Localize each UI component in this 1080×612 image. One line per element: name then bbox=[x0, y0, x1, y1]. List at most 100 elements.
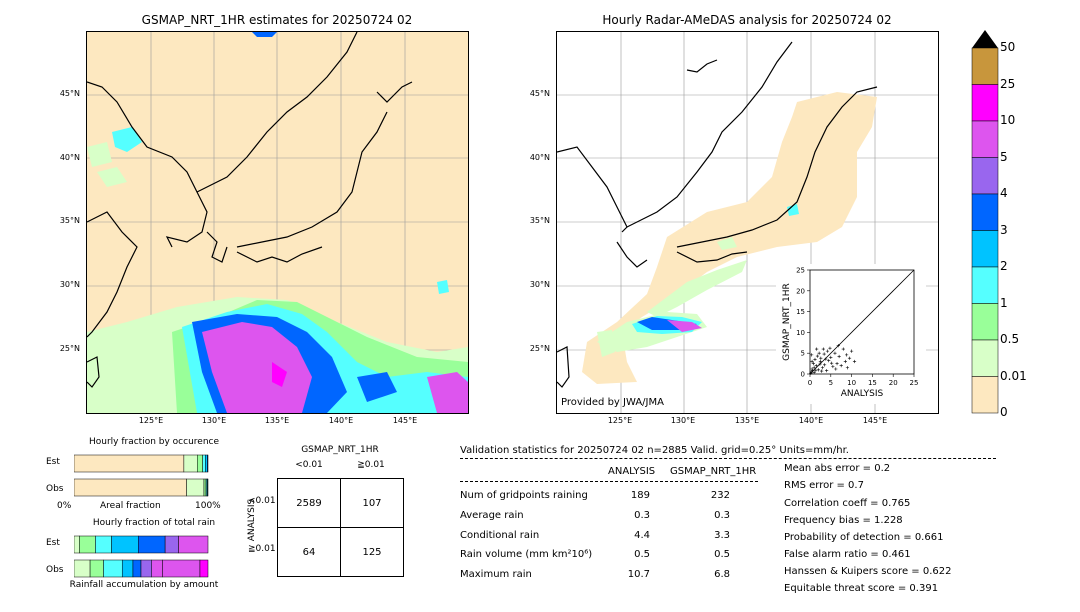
stat-row-analysis: 0.5 bbox=[634, 549, 650, 560]
right-map-coverage bbox=[582, 92, 877, 384]
total-rain-segment bbox=[140, 559, 152, 578]
scatter-point bbox=[819, 356, 823, 360]
total-rain-segment bbox=[103, 559, 123, 578]
occurrence-tick-0: 0% bbox=[57, 501, 72, 511]
scatter-y-tick-label: 25 bbox=[796, 267, 805, 275]
colorbar-segment bbox=[971, 193, 999, 231]
scatter-x-tick-label: 0 bbox=[808, 379, 812, 387]
colorbar-segment bbox=[971, 376, 999, 414]
left-map bbox=[86, 31, 469, 414]
colorbar-tick-label: 0.5 bbox=[1000, 332, 1020, 346]
occurrence-svg bbox=[73, 454, 209, 497]
scatter-y-tick-label: 0 bbox=[801, 371, 805, 379]
score-line: Equitable threat score = 0.391 bbox=[784, 583, 939, 594]
scatter-point bbox=[852, 359, 857, 364]
scatter-point bbox=[828, 346, 832, 350]
occurrence-segment bbox=[186, 478, 205, 497]
scatter-point bbox=[822, 363, 827, 367]
colorbar-segment bbox=[971, 120, 999, 158]
right-lon-125: 125°E bbox=[607, 416, 633, 425]
right-lon-135: 135°E bbox=[734, 416, 760, 425]
scatter-point bbox=[812, 370, 816, 374]
stat-row-label: Rain volume (mm km²10⁶) bbox=[460, 549, 593, 560]
scatter-point bbox=[810, 359, 814, 364]
colorbar-tick-label: 1 bbox=[1000, 295, 1008, 310]
total-rain-segment bbox=[73, 535, 80, 554]
right-lat-35: 35°N bbox=[529, 216, 550, 225]
left-map-canvas bbox=[87, 32, 468, 413]
total-rain-segment bbox=[164, 535, 179, 554]
total-rain-segment bbox=[162, 559, 201, 578]
score-line: RMS error = 0.7 bbox=[784, 480, 864, 491]
scatter-x-tick-label: 10 bbox=[847, 379, 856, 387]
stat-row-label: Average rain bbox=[460, 510, 524, 521]
total-rain-segment bbox=[178, 535, 209, 554]
occurrence-segment bbox=[207, 454, 209, 473]
colorbar-tick-label: 50 bbox=[1000, 40, 1016, 54]
stat-row-label: Num of gridpoints raining bbox=[460, 490, 588, 501]
right-lat-40: 40°N bbox=[529, 153, 550, 162]
scatter-plot: 0 5 10 15 20 25 0 5 10 15 20 25 ANALYSIS GSMAP_NRT_1H… bbox=[782, 267, 918, 400]
left-map-coastline bbox=[87, 32, 413, 388]
scatter-point bbox=[843, 359, 847, 364]
total-rain-segment bbox=[95, 535, 112, 554]
right-lon-130: 130°E bbox=[670, 416, 696, 425]
validation-col-gsmap: GSMAP_NRT_1HR bbox=[670, 466, 757, 477]
right-map-canvas bbox=[557, 32, 938, 413]
occurrence-chart bbox=[73, 451, 209, 499]
total-rain-segment bbox=[199, 559, 209, 578]
score-line: Probability of detection = 0.661 bbox=[784, 532, 944, 543]
scatter-point bbox=[815, 347, 819, 351]
scatter-point bbox=[834, 367, 838, 371]
scatter-point bbox=[836, 344, 840, 348]
contingency-table: 2589 107 64 125 bbox=[277, 478, 404, 577]
scatter-point bbox=[831, 364, 835, 369]
left-lat-30: 30°N bbox=[59, 280, 80, 289]
scatter-point bbox=[841, 347, 845, 351]
total-rain-segment bbox=[89, 559, 104, 578]
colorbar-tick-label: 0 bbox=[1000, 405, 1008, 419]
scatter-point bbox=[811, 362, 815, 366]
stat-row-gsmap: 3.3 bbox=[714, 530, 730, 541]
colorbar-tick-label: 10 bbox=[1000, 113, 1016, 127]
left-lon-125: 125°E bbox=[138, 416, 164, 425]
validation-header: Validation statistics for 20250724 02 n=… bbox=[460, 445, 996, 459]
contingency-col-ge: ≧0.01 bbox=[357, 460, 385, 470]
left-lat-35: 35°N bbox=[59, 216, 80, 225]
scatter-point bbox=[810, 369, 815, 373]
occurrence-segment bbox=[205, 454, 208, 473]
scatter-point bbox=[815, 354, 820, 358]
stat-row-analysis: 10.7 bbox=[627, 569, 650, 580]
stat-row-gsmap: 232 bbox=[710, 490, 730, 501]
occurrence-xlabel: Areal fraction bbox=[100, 501, 161, 511]
colorbar-segment bbox=[971, 157, 999, 195]
total-rain-xlabel: Rainfall accumulation by amount bbox=[69, 580, 219, 590]
scatter-point bbox=[812, 366, 816, 370]
scatter-point bbox=[818, 362, 822, 366]
occurrence-segment bbox=[73, 454, 185, 473]
occurrence-tick-100: 100% bbox=[195, 501, 221, 511]
scatter-inset: 0 5 10 15 20 25 0 5 10 15 20 25 ANALYSIS GSMAP_NRT_1H… bbox=[776, 264, 926, 404]
stat-row-analysis: 4.4 bbox=[634, 530, 650, 541]
scatter-point bbox=[820, 366, 825, 370]
scatter-point bbox=[817, 351, 821, 355]
contingency-cell-11: 125 bbox=[340, 527, 404, 577]
scatter-point bbox=[822, 352, 826, 356]
scatter-point bbox=[850, 349, 854, 353]
scatter-point bbox=[821, 347, 825, 351]
colorbar bbox=[970, 30, 1000, 415]
contingency-cell-00: 2589 bbox=[277, 478, 341, 528]
scatter-point bbox=[839, 364, 843, 368]
occurrence-segment bbox=[203, 478, 207, 497]
occurrence-segment bbox=[202, 454, 206, 473]
left-lon-145: 145°E bbox=[392, 416, 418, 425]
colorbar-labels: 50 25 10 5 4 3 2 1 0.5 0.01 0 bbox=[1000, 0, 1060, 430]
scatter-point bbox=[810, 367, 814, 371]
stat-row-label: Maximum rain bbox=[460, 569, 532, 580]
total-rain-svg bbox=[73, 535, 209, 578]
validation-col-analysis: ANALYSIS bbox=[608, 466, 656, 477]
contingency-row-ge: ≧0.01 bbox=[248, 544, 276, 554]
scatter-y-tick-label: 15 bbox=[796, 308, 805, 316]
total-rain-segment bbox=[73, 559, 91, 578]
scatter-point bbox=[820, 369, 824, 373]
